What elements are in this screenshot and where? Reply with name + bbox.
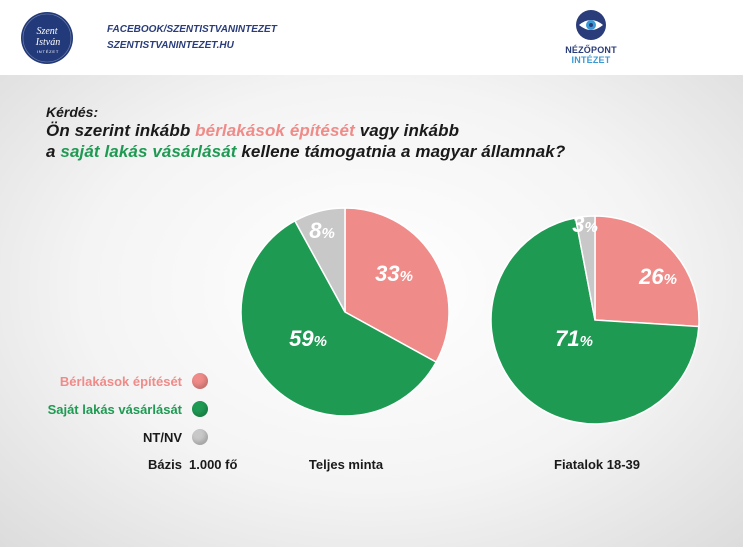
legend-label-ntnv: NT/NV [143,429,182,445]
pie-1-label-sajat: 59% [289,326,327,351]
nezopont-suffix: INTÉZET [571,55,611,65]
pie-1-slice-sajat [240,219,438,417]
pie-2-label-sajat: 71% [555,326,593,351]
question-label: Kérdés: [46,104,99,120]
legend-item-sajat: Saját lakás vásárlását [48,399,208,419]
q2-highlight: saját lakás vásárlását [60,142,237,161]
facebook-link[interactable]: FACEBOOK/SZENTISTVANINTEZET [107,24,277,35]
pie-chart-2: 26% 71% 3% [490,212,700,425]
website-link[interactable]: SZENTISTVANINTEZET.HU [107,40,234,51]
q2-pre: a [46,142,61,161]
nezopont-name: NÉZŐPONT [565,45,617,55]
header-bar [0,0,743,75]
legend-dot-sajat [192,401,208,417]
legend-label-sajat: Saját lakás vásárlását [47,401,182,417]
q1-post: vagy inkább [354,121,460,140]
legend-dot-ntnv [192,429,208,445]
pie-title-fiatalok: Fiatalok 18-39 [554,457,640,472]
base-label: Bázis [148,457,182,472]
pie-2-label-berlakas: 26% [638,264,677,289]
szent-istvan-logo: Szent István INTÉZET [21,12,73,64]
pie-chart-1: 33% 59% 8% [240,207,450,417]
nezopont-logo: NÉZŐPONT INTÉZET [545,8,637,65]
question-line-2: a saját lakás vásárlását kellene támogat… [46,141,726,162]
header-links: FACEBOOK/SZENTISTVANINTEZET SZENTISTVANI… [107,22,277,54]
question-block: Kérdés: Ön szerint inkább bérlakások épí… [46,104,726,162]
pie-1-label-berlakas: 33% [375,261,413,286]
legend-item-ntnv: NT/NV [143,427,208,447]
pie-1-label-ntnv: 8% [309,218,335,243]
nezopont-logo-text: NÉZŐPONT INTÉZET [545,45,637,65]
pie-2-slice-berlakas [594,215,700,328]
pie-1-slice-ntnv [293,207,346,313]
q1-pre: Ön szerint inkább [46,121,196,140]
base-value: 1.000 fő [189,457,238,472]
q1-highlight: bérlakások építését [195,121,355,140]
pie-2-slice-ntnv [574,215,596,321]
nezopont-eye-icon [576,10,606,40]
legend-item-berlakas: Bérlakások építését [60,371,208,391]
question-line-1: Ön szerint inkább bérlakások építését va… [46,120,726,141]
legend-dot-berlakas [192,373,208,389]
pie-title-teljes: Teljes minta [308,457,384,472]
svg-text:Szent: Szent [36,26,57,37]
svg-text:István: István [35,37,60,48]
q2-post: kellene támogatnia a magyar államnak? [236,142,566,161]
legend-label-berlakas: Bérlakások építését [59,373,182,389]
pie-1-slice-berlakas [344,207,450,364]
svg-text:INTÉZET: INTÉZET [37,49,59,54]
pie-2-label-ntnv: 3% [572,212,598,237]
pie-2-slice-sajat [490,216,700,425]
szent-istvan-logo-icon: Szent István INTÉZET [22,13,72,63]
